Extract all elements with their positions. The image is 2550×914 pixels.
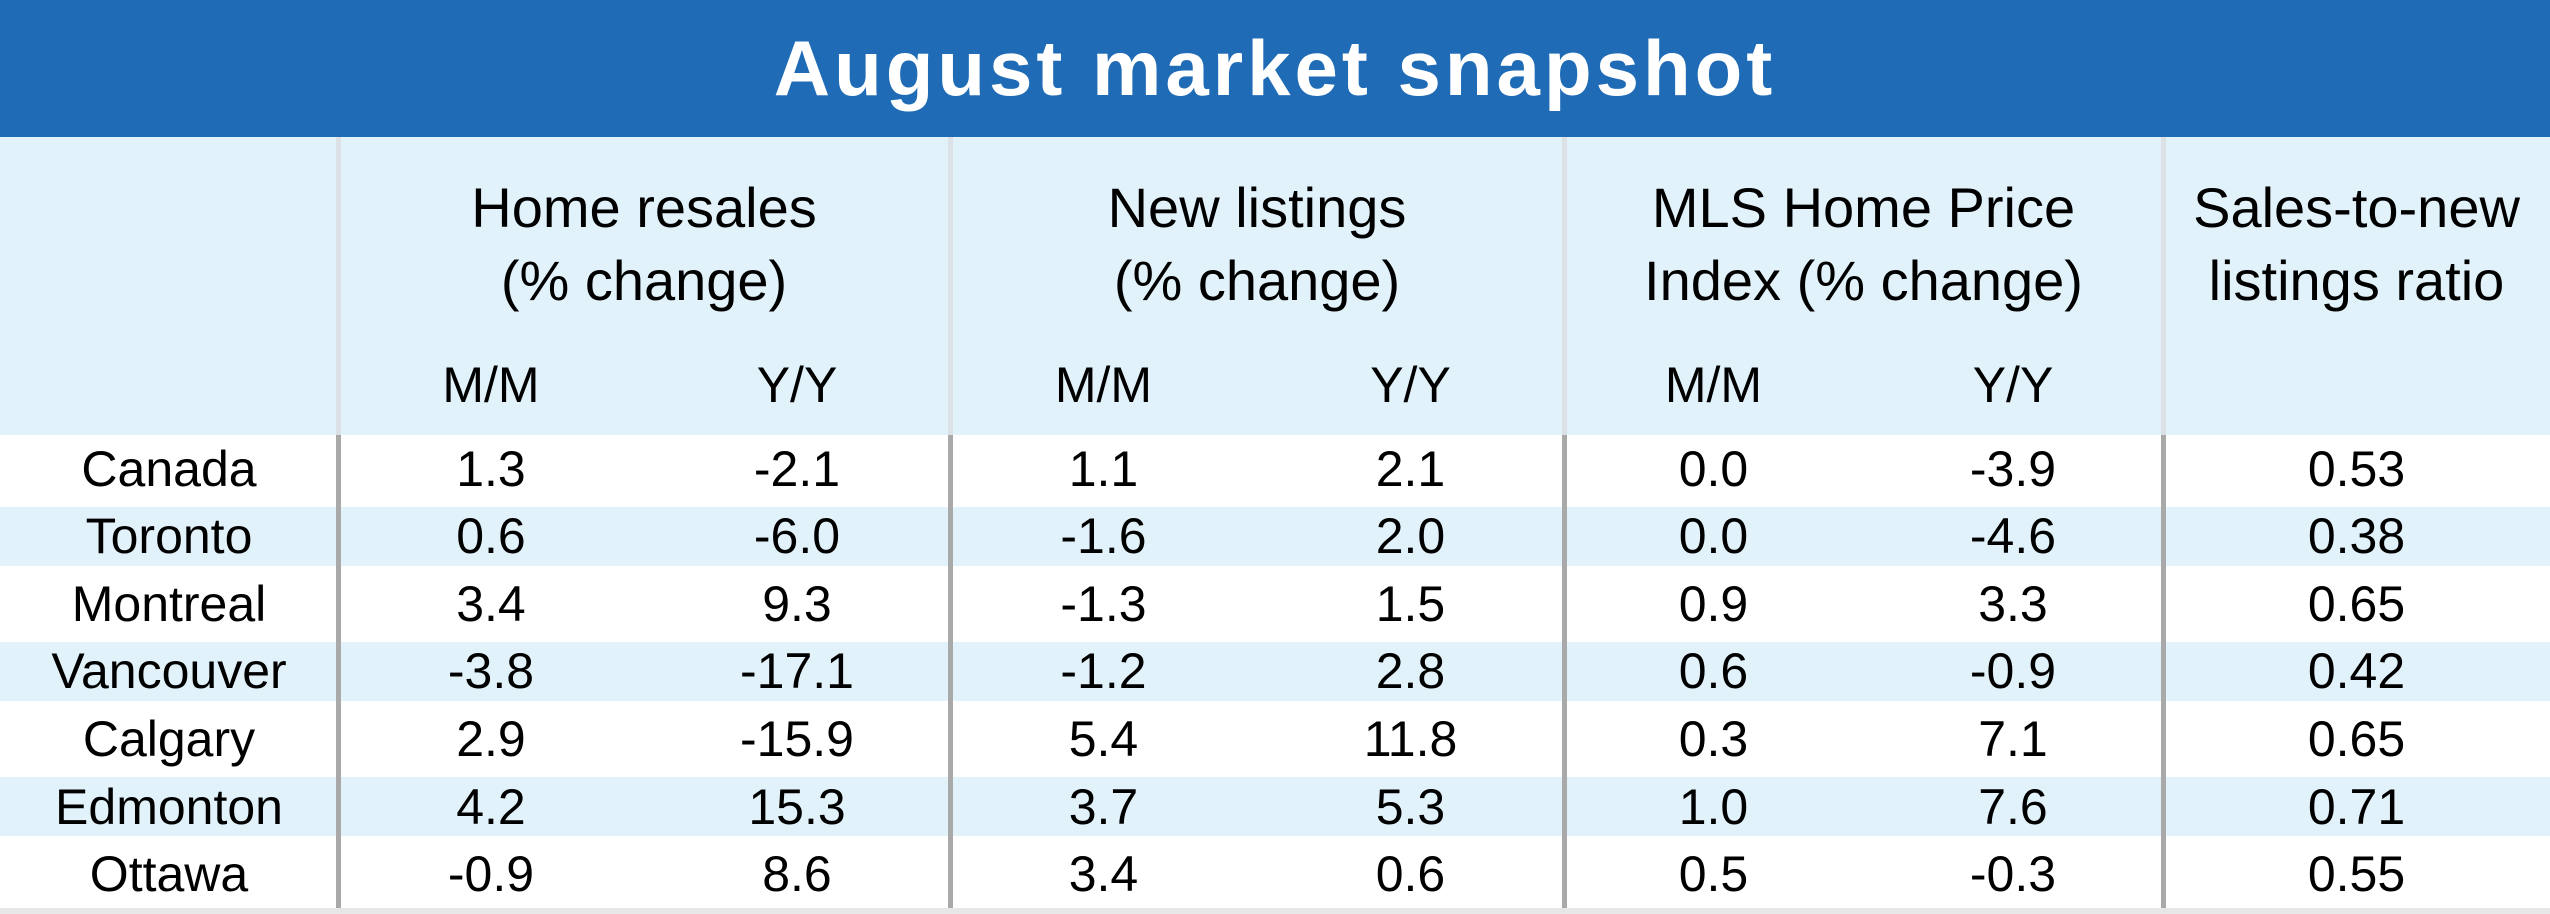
header-corner-cell: [0, 137, 338, 435]
table-cell: 0.6: [1375, 846, 1446, 903]
table-cell: -1.2: [950, 638, 1257, 706]
header-group-line1: Sales-to-new: [2193, 176, 2520, 240]
table-cell: -3.8: [338, 638, 644, 706]
header-group-home-resales: Home resales (% change): [338, 137, 950, 367]
divider-listings-mls-body: [1562, 435, 1567, 908]
table-cell: 0.65: [2307, 711, 2406, 768]
table-title-bar: August market snapshot: [0, 0, 2550, 137]
table-cell: -17.1: [644, 638, 950, 706]
table-cell: -0.9: [447, 846, 535, 903]
table-cell: -4.6: [1863, 503, 2163, 571]
table-body: Canada 1.3 -2.1 1.1 2.1 0.0 -3.9 0.53 To…: [0, 435, 2550, 908]
row-label-edmonton: Edmonton: [0, 773, 338, 841]
table-cell: 0.9: [1678, 575, 1749, 632]
table-cell: 0.6: [338, 503, 644, 571]
table-cell: 8.6: [762, 846, 832, 903]
table-title: August market snapshot: [773, 24, 1777, 112]
header-group-line2: listings ratio: [2208, 249, 2505, 312]
divider-mls-ratio-body: [2161, 435, 2166, 908]
table-cell: 0.0: [1564, 503, 1863, 571]
table-cell: 0.42: [2163, 638, 2550, 706]
header-group-line2: Index (% change): [1644, 249, 2083, 312]
table-cell: 7.6: [1863, 773, 2163, 841]
row-label-ottawa: Ottawa: [89, 846, 249, 903]
table-cell: 4.2: [338, 773, 644, 841]
row-label-vancouver: Vancouver: [0, 638, 338, 706]
table-cell: 0.5: [1678, 846, 1749, 903]
table-cell: 1.5: [1375, 575, 1446, 632]
table-cell: -2.1: [753, 440, 841, 497]
header-group-line2: (% change): [1113, 249, 1401, 312]
table-cell: 0.6: [1564, 638, 1863, 706]
row-label-calgary: Calgary: [82, 711, 256, 768]
table-cell: -0.9: [1863, 638, 2163, 706]
divider-labels-header: [336, 137, 341, 435]
row-label-montreal: Montreal: [71, 575, 267, 632]
table-cell: 5.3: [1257, 773, 1564, 841]
header-group-line1: Home resales: [471, 176, 817, 240]
divider-resales-listings-header: [948, 137, 953, 435]
subheader-mls-hpi-yy: Y/Y: [1972, 357, 2054, 413]
table-cell: 0.53: [2307, 440, 2406, 497]
table-cell: 0.71: [2163, 773, 2550, 841]
subheader-home-resales-yy: Y/Y: [756, 357, 838, 413]
table-cell: -15.9: [740, 711, 854, 768]
table-cell: 3.3: [1978, 575, 2048, 632]
table-cell: 15.3: [644, 773, 950, 841]
table-cell: 0.3: [1678, 711, 1749, 768]
table-cell: -1.3: [1060, 575, 1147, 632]
subheader-new-listings-yy: Y/Y: [1370, 357, 1451, 413]
table-header: Home resales (% change) New listings (% …: [0, 137, 2550, 435]
divider-labels-body: [336, 435, 341, 908]
table-cell: 0.0: [1678, 440, 1749, 497]
table-cell: -3.9: [1969, 440, 2057, 497]
table-cell: 3.7: [950, 773, 1257, 841]
table-cell: -6.0: [644, 503, 950, 571]
table-cell: 2.8: [1257, 638, 1564, 706]
table-cell: 2.9: [456, 711, 526, 768]
table-cell: 2.0: [1257, 503, 1564, 571]
subheader-mls-hpi-mm: M/M: [1664, 357, 1763, 413]
table-cell: 2.1: [1375, 440, 1446, 497]
table-cell: 1.1: [1068, 440, 1139, 497]
table-cell: 1.0: [1564, 773, 1863, 841]
table-cell: 0.38: [2163, 503, 2550, 571]
header-group-line1: New listings: [1107, 176, 1407, 240]
header-group-new-listings: New listings (% change): [950, 137, 1564, 367]
header-group-line2: (% change): [500, 249, 788, 312]
table-cell: -0.3: [1969, 846, 2057, 903]
table-cell: 3.4: [1068, 846, 1139, 903]
row-label-canada: Canada: [81, 440, 257, 497]
header-group-mls-hpi: MLS Home Price Index (% change): [1564, 137, 2163, 367]
table-cell: 3.4: [456, 575, 526, 632]
header-group-sales-to-new-ratio: Sales-to-new listings ratio: [2163, 137, 2550, 367]
divider-listings-mls-header: [1562, 137, 1567, 435]
header-group-line1: MLS Home Price: [1651, 176, 2076, 240]
table-cell: 5.4: [1068, 711, 1139, 768]
table-cell: 1.3: [456, 440, 526, 497]
subheader-new-listings-mm: M/M: [1054, 357, 1153, 413]
row-label-toronto: Toronto: [0, 503, 338, 571]
table-cell: 9.3: [762, 575, 832, 632]
table-cell: 11.8: [1363, 711, 1458, 768]
divider-resales-listings-body: [948, 435, 953, 908]
divider-mls-ratio-header: [2161, 137, 2166, 435]
table-cell: 0.55: [2307, 846, 2406, 903]
table-cell: 7.1: [1978, 711, 2048, 768]
table-bottom-edge: [0, 908, 2550, 914]
subheader-home-resales-mm: M/M: [442, 357, 540, 413]
table-cell: 0.65: [2307, 575, 2406, 632]
table-cell: -1.6: [950, 503, 1257, 571]
